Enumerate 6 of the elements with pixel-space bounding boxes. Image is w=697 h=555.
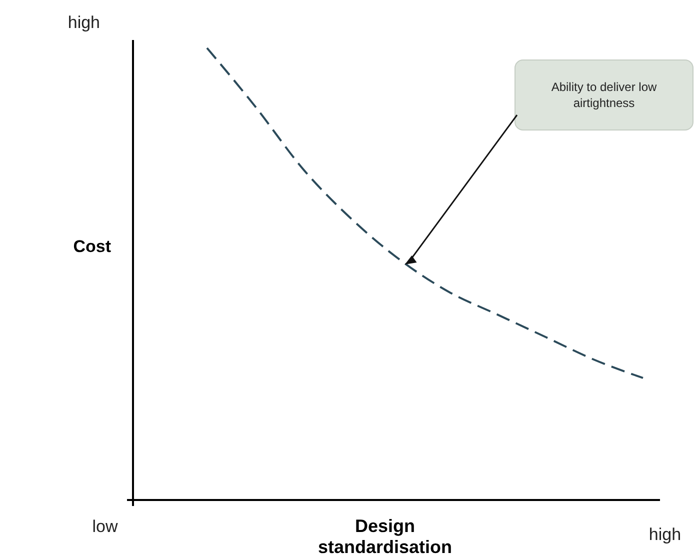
- text: low: [92, 517, 118, 536]
- text: high: [68, 13, 100, 32]
- annotation: Ability to deliver low airtightness: [551, 80, 658, 110]
- y-axis-title: Cost: [73, 237, 112, 256]
- x-axis-title: Design standardisation: [318, 516, 452, 555]
- text: high: [648, 525, 682, 544]
